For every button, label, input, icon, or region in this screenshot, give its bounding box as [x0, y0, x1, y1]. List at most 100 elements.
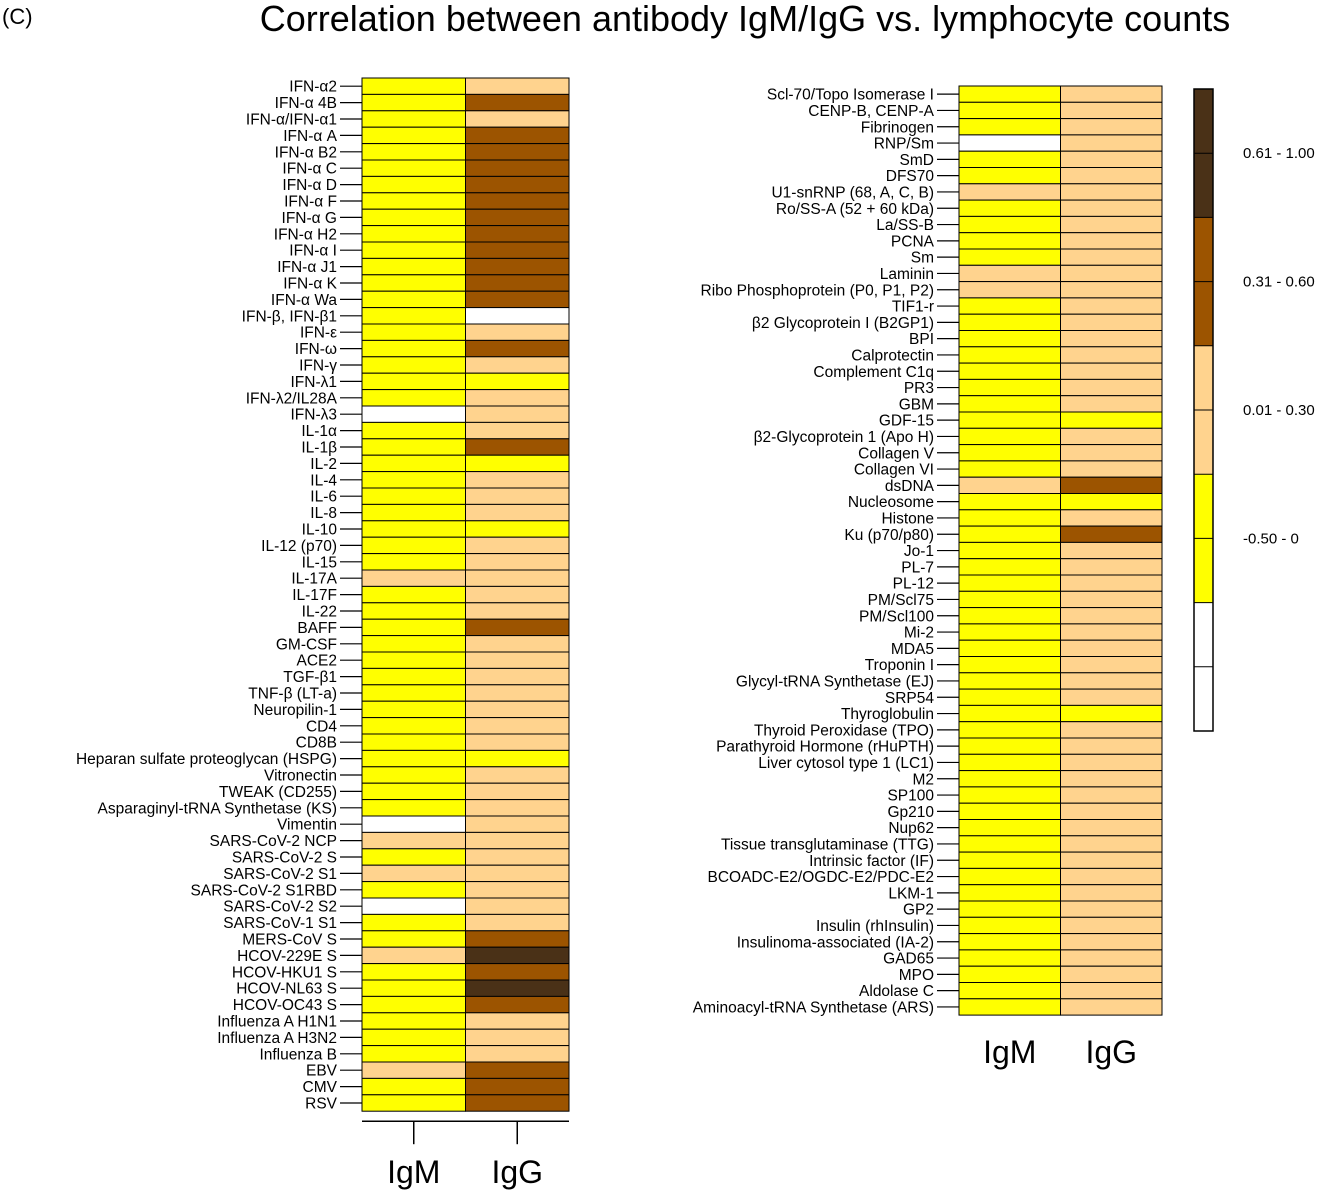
row-label: IFN-α A [283, 128, 337, 145]
heatmap-cell [958, 395, 1061, 413]
heatmap-cell [958, 753, 1061, 772]
heatmap-cell [958, 183, 1061, 201]
heatmap-cell [958, 786, 1061, 804]
row-label: Thyroglobulin [841, 706, 934, 723]
row-label: IL-2 [310, 456, 337, 473]
row-label: ACE2 [297, 653, 338, 670]
heatmap-cell [958, 281, 1061, 299]
heatmap-cell [1060, 835, 1163, 853]
row-label: IFN-α C [282, 161, 337, 178]
heatmap-cell [465, 503, 570, 522]
panel-label: (C) [2, 4, 33, 29]
heatmap-cell [1060, 167, 1163, 185]
heatmap-cell [958, 199, 1061, 217]
row-label: IL-22 [302, 604, 337, 621]
heatmap-cell [361, 241, 466, 259]
heatmap-cell [1060, 313, 1163, 332]
row-label: CD4 [306, 718, 337, 735]
heatmap-cell [1060, 656, 1163, 674]
heatmap-cell [361, 454, 466, 473]
heatmap-cell [361, 372, 466, 391]
heatmap-cell [958, 916, 1061, 935]
heatmap-cell [1060, 688, 1163, 706]
column-label: IgM [983, 1034, 1036, 1070]
heatmap-cell [958, 264, 1061, 283]
heatmap-cell [958, 444, 1061, 462]
heatmap-cell [361, 421, 466, 440]
heatmap-cell [361, 1061, 466, 1079]
heatmap-cell [958, 574, 1061, 592]
heatmap-cell [958, 851, 1061, 869]
row-label: Vimentin [277, 817, 337, 834]
column-label: IgM [387, 1154, 440, 1190]
heatmap-cell [465, 257, 570, 276]
heatmap-cell [465, 192, 570, 210]
row-label: Laminin [880, 266, 934, 283]
row-label: GP2 [903, 902, 934, 919]
heatmap-cell [465, 651, 570, 669]
heatmap-cell [958, 215, 1061, 234]
row-label: IFN-α F [284, 194, 337, 211]
heatmap-cell [465, 864, 570, 883]
heatmap-cell [1060, 819, 1163, 837]
heatmap-cell [958, 427, 1061, 446]
heatmap-cell [958, 933, 1061, 951]
heatmap-cell [361, 913, 466, 932]
heatmap-cell [361, 110, 466, 128]
heatmap-cell [958, 134, 1061, 152]
heatmap-cell [1060, 199, 1163, 217]
row-label: IFN-ε [300, 325, 337, 342]
row-label: Parathyroid Hormone (rHuPTH) [716, 739, 934, 756]
heatmap-cell [958, 460, 1061, 478]
row-label: BPI [909, 331, 934, 348]
heatmap-cell [958, 656, 1061, 674]
heatmap-cell [465, 536, 570, 555]
heatmap-cell [465, 1061, 570, 1079]
row-label: Intrinsic factor (IF) [809, 853, 934, 870]
heatmap-cell [361, 635, 466, 653]
heatmap-cell [1060, 411, 1163, 429]
heatmap-cell [361, 77, 466, 95]
heatmap-cell [1060, 509, 1163, 527]
heatmap-cell [1060, 867, 1163, 886]
heatmap-cell [465, 749, 570, 768]
heatmap-cell [361, 1077, 466, 1096]
row-label: PL-12 [893, 576, 934, 593]
heatmap-cell [361, 405, 466, 423]
heatmap-cell [465, 831, 570, 850]
row-label: β2 Glycoprotein I (B2GP1) [752, 315, 934, 332]
heatmap-cell [361, 192, 466, 210]
heatmap-cell [465, 733, 570, 751]
row-label: Insulinoma-associated (IA-2) [737, 934, 934, 951]
heatmap-cell [465, 700, 570, 719]
heatmap-cell [361, 979, 466, 997]
heatmap-cell [465, 913, 570, 932]
legend-swatch [1194, 217, 1213, 282]
heatmap-cell [958, 607, 1061, 625]
heatmap-cell [465, 339, 570, 358]
heatmap-cell [465, 143, 570, 161]
heatmap-cell [361, 356, 466, 374]
heatmap-cell [465, 126, 570, 145]
heatmap-cell [1060, 101, 1163, 120]
heatmap-cell [465, 848, 570, 866]
heatmap-cell [361, 225, 466, 243]
heatmap-cell [361, 503, 466, 522]
heatmap-cell [361, 766, 466, 784]
row-label: PM/Scl100 [859, 608, 934, 625]
heatmap-cell [958, 362, 1061, 380]
heatmap-cell [465, 1094, 570, 1112]
heatmap-cell [465, 684, 570, 702]
heatmap-cell [361, 274, 466, 292]
row-label: IL-1α [301, 423, 337, 440]
heatmap-cell [958, 330, 1061, 348]
legend-swatch [1194, 281, 1213, 346]
legend-label: -0.50 - 0 [1243, 530, 1299, 547]
heatmap-cell [465, 520, 570, 538]
heatmap-cell [361, 815, 466, 833]
row-label: BAFF [297, 620, 337, 637]
row-label: IL-17A [291, 571, 337, 588]
heatmap-cell [958, 721, 1061, 739]
heatmap-cell [465, 553, 570, 571]
heatmap-cell [465, 487, 570, 505]
